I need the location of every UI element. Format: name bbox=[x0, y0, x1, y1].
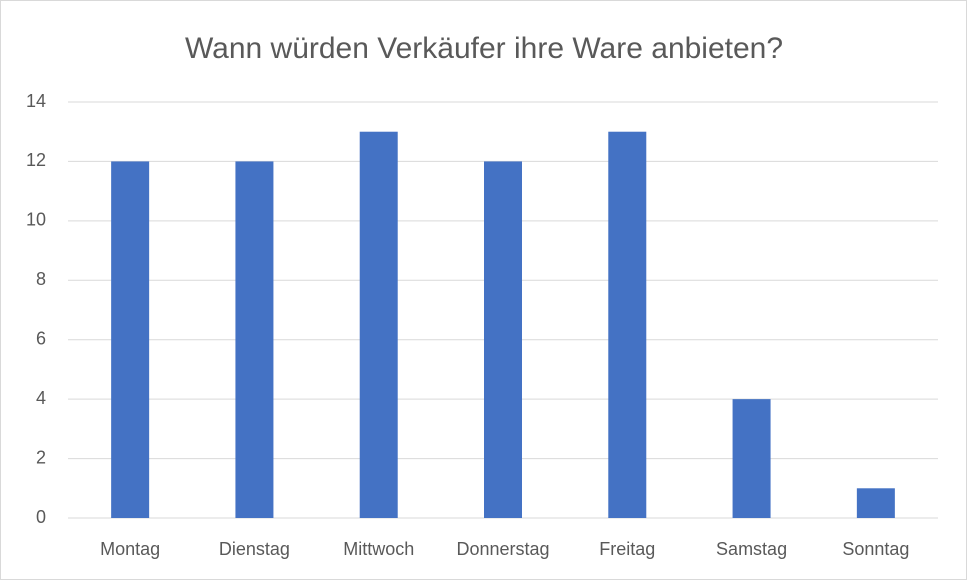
bar bbox=[235, 161, 274, 518]
bar bbox=[484, 161, 522, 518]
x-tick-label: Mittwoch bbox=[343, 539, 414, 559]
y-tick-label: 4 bbox=[36, 388, 46, 408]
chart-title: Wann würden Verkäufer ihre Ware anbieten… bbox=[185, 32, 783, 65]
bar bbox=[732, 399, 771, 518]
x-tick-label: Freitag bbox=[599, 539, 655, 559]
x-tick-label: Dienstag bbox=[219, 539, 290, 559]
x-tick-label: Donnerstag bbox=[456, 539, 549, 559]
y-tick-label: 12 bbox=[26, 150, 46, 170]
x-tick-label: Montag bbox=[100, 539, 160, 559]
y-tick-label: 2 bbox=[36, 447, 46, 467]
bar bbox=[856, 488, 895, 518]
x-tick-label: Samstag bbox=[716, 539, 787, 559]
y-tick-label: 10 bbox=[26, 210, 46, 230]
y-tick-label: 14 bbox=[26, 91, 46, 111]
y-tick-label: 8 bbox=[36, 269, 46, 289]
y-tick-label: 0 bbox=[36, 507, 46, 527]
x-tick-label: Sonntag bbox=[842, 539, 909, 559]
bar bbox=[111, 161, 150, 518]
bar bbox=[359, 131, 398, 518]
y-tick-label: 6 bbox=[36, 328, 46, 348]
bar bbox=[608, 131, 647, 518]
